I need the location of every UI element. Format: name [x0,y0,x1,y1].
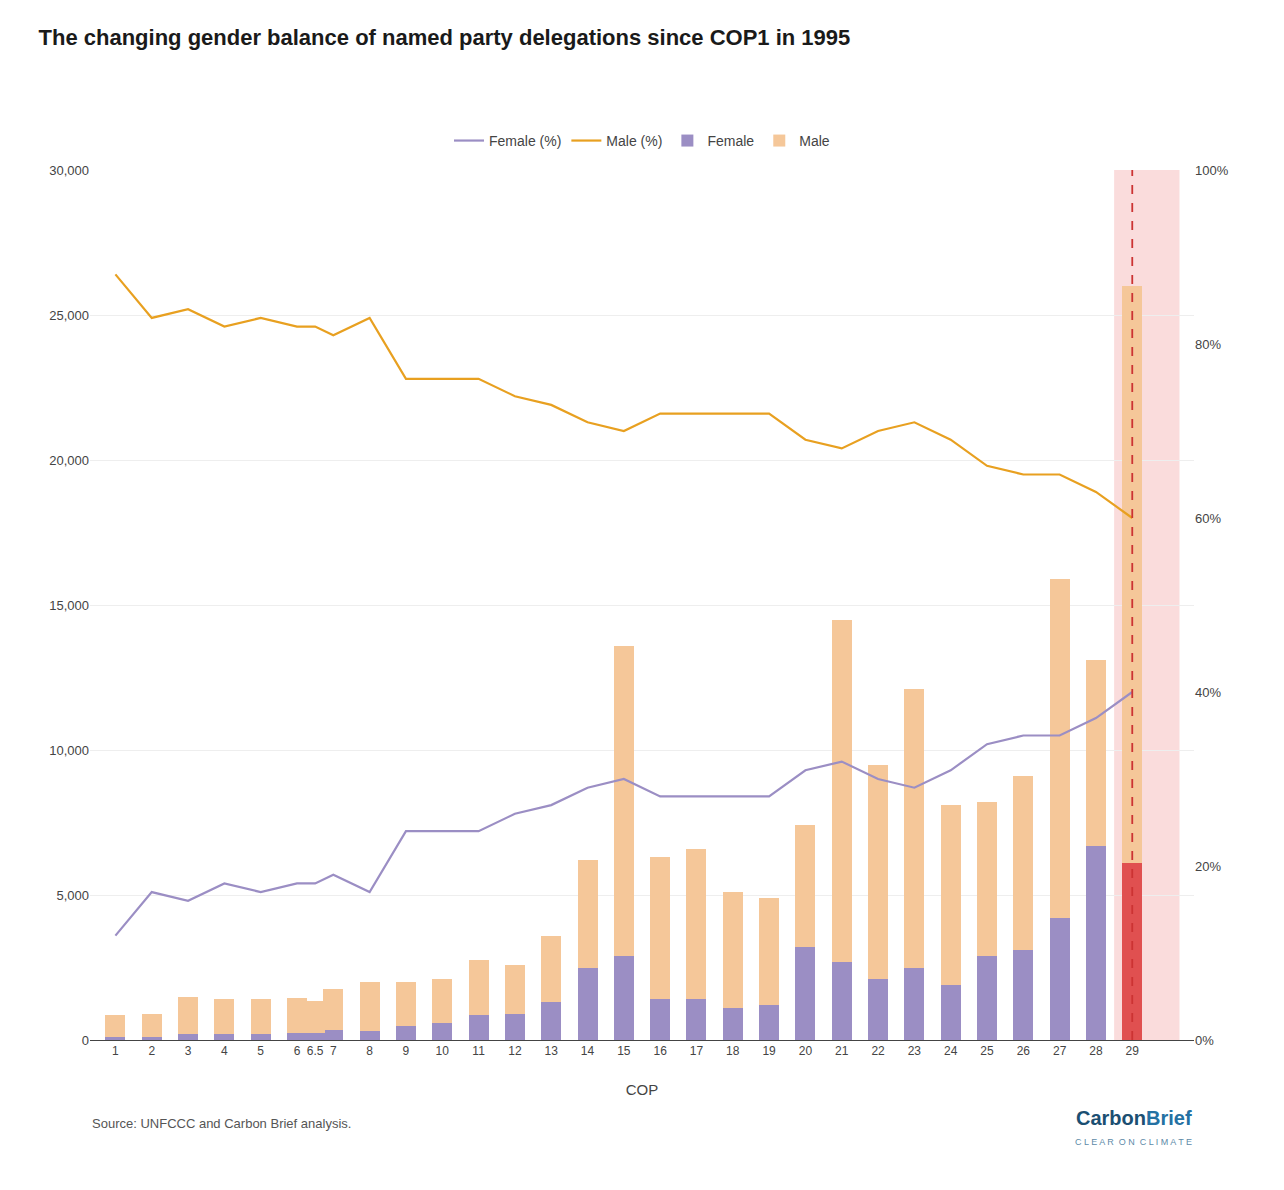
svg-text:6.5: 6.5 [307,1044,324,1058]
svg-text:0: 0 [82,1033,89,1048]
svg-text:20,000: 20,000 [49,453,89,468]
svg-text:1: 1 [112,1044,119,1058]
svg-text:4: 4 [221,1044,228,1058]
svg-text:14: 14 [581,1044,595,1058]
svg-text:100%: 100% [1195,163,1229,178]
svg-text:15,000: 15,000 [49,598,89,613]
svg-text:60%: 60% [1195,511,1221,526]
svg-text:CarbonBrief: CarbonBrief [1076,1107,1192,1129]
svg-text:23: 23 [908,1044,922,1058]
svg-text:0%: 0% [1195,1033,1214,1048]
svg-text:17: 17 [690,1044,704,1058]
svg-text:11: 11 [472,1044,485,1058]
svg-text:27: 27 [1053,1044,1067,1058]
svg-text:16: 16 [653,1044,667,1058]
svg-text:Male (%): Male (%) [606,133,662,149]
svg-text:Source: UNFCCC and Carbon Brie: Source: UNFCCC and Carbon Brief analysis… [92,1116,351,1131]
svg-text:3: 3 [185,1044,192,1058]
svg-text:30,000: 30,000 [49,163,89,178]
svg-text:80%: 80% [1195,337,1221,352]
svg-text:28: 28 [1089,1044,1103,1058]
svg-text:22: 22 [871,1044,885,1058]
svg-text:13: 13 [545,1044,559,1058]
svg-text:6: 6 [294,1044,301,1058]
svg-text:20: 20 [799,1044,813,1058]
svg-text:10: 10 [436,1044,450,1058]
svg-text:5,000: 5,000 [56,888,89,903]
svg-text:12: 12 [508,1044,522,1058]
svg-text:15: 15 [617,1044,631,1058]
svg-text:24: 24 [944,1044,958,1058]
svg-text:C L E A R O N C L I M A T E: C L E A R O N C L I M A T E [1075,1137,1192,1147]
svg-text:Female: Female [707,133,754,149]
svg-text:2: 2 [148,1044,155,1058]
svg-text:Male: Male [799,133,830,149]
svg-text:18: 18 [726,1044,740,1058]
svg-text:25,000: 25,000 [49,308,89,323]
svg-text:29: 29 [1126,1044,1140,1058]
svg-text:Female (%): Female (%) [489,133,561,149]
svg-text:26: 26 [1017,1044,1031,1058]
svg-text:8: 8 [366,1044,373,1058]
svg-text:9: 9 [403,1044,410,1058]
svg-text:20%: 20% [1195,859,1221,874]
svg-text:40%: 40% [1195,685,1221,700]
svg-text:The changing gender balance of: The changing gender balance of named par… [39,25,851,50]
svg-text:COP: COP [626,1081,659,1098]
svg-text:10,000: 10,000 [49,743,89,758]
svg-text:19: 19 [762,1044,776,1058]
svg-text:5: 5 [257,1044,264,1058]
svg-text:25: 25 [980,1044,994,1058]
svg-text:21: 21 [835,1044,849,1058]
svg-text:7: 7 [330,1044,337,1058]
